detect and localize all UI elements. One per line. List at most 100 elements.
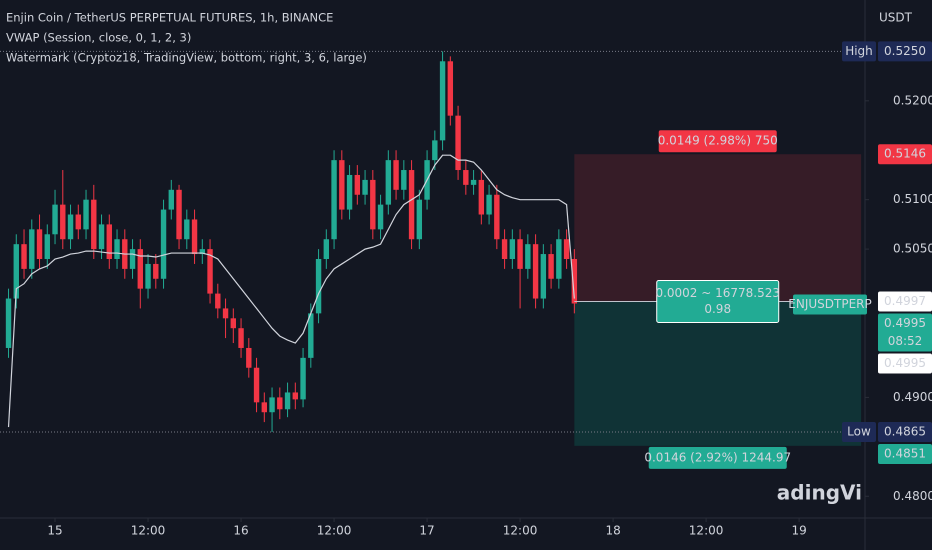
candle-body bbox=[29, 229, 35, 269]
x-tick-label: 18 bbox=[605, 524, 620, 538]
currency-label: USDT bbox=[879, 11, 913, 25]
candle-body bbox=[486, 194, 492, 215]
price-tag bbox=[878, 41, 932, 62]
candle-body bbox=[432, 140, 438, 161]
x-tick-label: 12:00 bbox=[689, 524, 724, 538]
watermark: adingVi bbox=[777, 481, 862, 505]
y-tick-label: 0.5200 bbox=[893, 93, 932, 107]
x-tick-label: 15 bbox=[47, 524, 62, 538]
candle-body bbox=[207, 249, 213, 294]
candle-body bbox=[44, 234, 50, 259]
candle-body bbox=[339, 160, 345, 210]
price-countdown: 08:52 bbox=[888, 334, 923, 348]
price-tag-label: 0.4995 bbox=[884, 316, 926, 330]
y-tick-label: 0.5050 bbox=[893, 242, 932, 256]
price-tag-label: 0.5146 bbox=[884, 147, 926, 161]
candle-body bbox=[91, 199, 97, 250]
candle-body bbox=[346, 174, 353, 210]
price-tag bbox=[878, 144, 932, 165]
stop-label: 0.0149 (2.98%) 750 bbox=[658, 134, 778, 148]
candle-body bbox=[362, 179, 368, 195]
candle-body bbox=[494, 194, 500, 240]
candle-body bbox=[331, 160, 337, 240]
target-label-box bbox=[648, 446, 787, 469]
candle-body bbox=[323, 239, 330, 259]
candle-body bbox=[52, 204, 58, 235]
indicator-label: VWAP (Session, close, 0, 1, 2, 3) bbox=[6, 31, 191, 45]
price-tag-label: 0.4851 bbox=[884, 446, 926, 460]
candle-body bbox=[292, 392, 299, 400]
candle-body bbox=[222, 308, 229, 319]
target-label: 0.0146 (2.92%) 1244.97 bbox=[644, 450, 791, 464]
candle-body bbox=[532, 244, 539, 299]
candle-body bbox=[556, 239, 562, 279]
candle-body bbox=[315, 259, 322, 314]
candle-body bbox=[540, 254, 547, 299]
vwap-line bbox=[7, 154, 575, 428]
candle-body bbox=[571, 259, 578, 304]
entry-label: 0.98 bbox=[704, 302, 731, 316]
candle-body bbox=[517, 239, 523, 269]
candle-body bbox=[129, 249, 136, 269]
y-tick-label: 0.4900 bbox=[893, 390, 932, 404]
candle-body bbox=[277, 397, 283, 410]
x-tick-label: 16 bbox=[233, 524, 248, 538]
symbol-label: ENJUSDTPERP bbox=[788, 297, 871, 311]
price-tag bbox=[878, 313, 932, 352]
price-tag-label: 0.5250 bbox=[884, 44, 926, 58]
x-tick-label: 12:00 bbox=[317, 524, 352, 538]
candle-body bbox=[393, 160, 399, 190]
target-zone bbox=[574, 301, 862, 446]
price-tag bbox=[878, 421, 932, 442]
candle-body bbox=[563, 239, 570, 259]
candle-body bbox=[501, 239, 508, 259]
y-tick-label: 0.5100 bbox=[893, 192, 932, 206]
candle-body bbox=[13, 244, 19, 299]
x-tick-label: 17 bbox=[419, 524, 434, 538]
indicator-label: Watermark (Cryptoz18, TradingView, botto… bbox=[6, 51, 367, 65]
price-tag-label: 0.4865 bbox=[884, 424, 926, 438]
entry-label: 0.0002 ~ 16778.523 bbox=[655, 286, 780, 300]
price-tag-title-box bbox=[842, 421, 876, 442]
candle-body bbox=[401, 170, 407, 190]
candle-body bbox=[525, 244, 531, 269]
candle-body bbox=[145, 263, 151, 289]
price-tag bbox=[878, 443, 932, 464]
candle-body bbox=[230, 318, 237, 329]
candle-body bbox=[548, 254, 554, 279]
candle-body bbox=[60, 204, 66, 240]
candle-body bbox=[261, 402, 268, 413]
symbol-label-box bbox=[793, 294, 867, 315]
candle-body bbox=[137, 249, 143, 289]
candle-body bbox=[385, 160, 392, 205]
candle-body bbox=[191, 219, 198, 255]
candle-body bbox=[168, 189, 174, 210]
candle-body bbox=[439, 61, 446, 141]
x-tick-label: 12:00 bbox=[131, 524, 166, 538]
candle-body bbox=[5, 298, 12, 348]
x-tick-label: 12:00 bbox=[503, 524, 538, 538]
candle-body bbox=[153, 263, 159, 279]
candle-body bbox=[36, 229, 43, 259]
price-tag-title: High bbox=[845, 44, 873, 58]
candle-body bbox=[370, 179, 376, 230]
candle-body bbox=[300, 357, 306, 400]
candle-body bbox=[478, 179, 485, 215]
x-tick-label: 19 bbox=[791, 524, 806, 538]
entry-label-box bbox=[656, 280, 780, 324]
candle-body bbox=[199, 249, 205, 255]
price-tag bbox=[878, 353, 932, 374]
candle-body bbox=[447, 61, 454, 116]
stop-zone bbox=[574, 154, 862, 302]
candle-body bbox=[246, 347, 252, 368]
candle-body bbox=[463, 170, 469, 185]
candle-body bbox=[377, 204, 384, 230]
candle-body bbox=[75, 214, 81, 230]
price-tag-title-box bbox=[842, 41, 876, 62]
price-tag-label: 0.4997 bbox=[884, 294, 926, 308]
candle-body bbox=[176, 189, 182, 240]
y-tick-label: 0.4800 bbox=[893, 489, 932, 503]
candle-body bbox=[215, 293, 221, 309]
